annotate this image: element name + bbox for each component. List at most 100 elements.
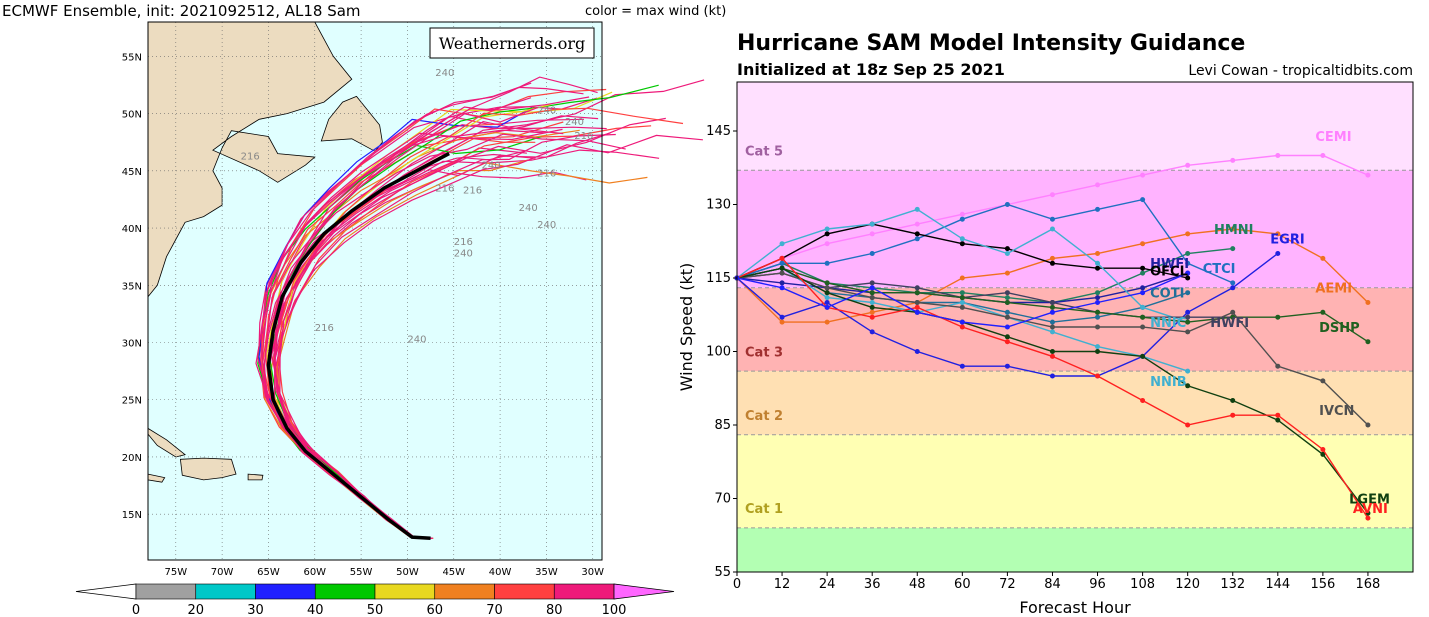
series-point <box>779 260 785 266</box>
series-point <box>914 285 920 291</box>
series-point <box>869 304 875 310</box>
x-tick-label: 12 <box>774 577 791 592</box>
series-point <box>1230 412 1236 418</box>
series-label: AEMI <box>1315 282 1352 297</box>
series-point <box>824 280 830 286</box>
chart-subtitle: Initialized at 18z Sep 25 2021 <box>737 60 1005 79</box>
series-point <box>1049 260 1055 266</box>
map-lat-label: 20N <box>122 453 142 464</box>
track-hour-label: 240 <box>537 220 556 231</box>
series-point <box>779 265 785 271</box>
series-point <box>1095 206 1101 212</box>
track-hour-label: 216 <box>454 237 473 248</box>
colorbar-label: 70 <box>486 603 503 617</box>
series-point <box>1230 157 1236 163</box>
x-tick-label: 24 <box>819 577 836 592</box>
colorbar-segment <box>195 583 256 600</box>
series-point <box>959 304 965 310</box>
colorbar-segment <box>553 583 615 600</box>
series-point <box>779 241 785 247</box>
colorbar-high-arrow <box>613 583 675 600</box>
category-band <box>737 82 1413 171</box>
y-tick-label: 115 <box>706 271 731 286</box>
model-series <box>734 153 1371 521</box>
series-label: IVCN <box>1319 404 1354 419</box>
x-tick-label: 36 <box>864 577 881 592</box>
series-point <box>1185 422 1191 428</box>
series-line <box>736 198 1233 284</box>
map-lat-label: 15N <box>122 510 142 521</box>
series-point <box>1095 373 1101 379</box>
category-label: Cat 5 <box>745 145 783 160</box>
series-point <box>1230 285 1236 291</box>
series-point <box>824 290 830 296</box>
series-point <box>1140 324 1146 330</box>
series-point <box>1275 363 1281 369</box>
y-axis-label: Wind Speed (kt) <box>677 263 696 392</box>
colorbar-label: 30 <box>247 603 264 617</box>
series-point <box>779 280 785 286</box>
track-hour-label: 240 <box>435 68 454 79</box>
map-subtitle: color = max wind (kt) <box>585 4 726 19</box>
series-point <box>824 300 830 305</box>
series-point <box>1185 309 1191 315</box>
series-point <box>1185 290 1191 296</box>
x-tick-label: 132 <box>1220 577 1245 592</box>
series-point <box>959 236 965 242</box>
x-tick-label: 96 <box>1089 577 1106 592</box>
category-label: Cat 1 <box>745 502 783 517</box>
map-lon-label: 40W <box>489 567 512 578</box>
x-axis-label: Forecast Hour <box>1019 598 1131 617</box>
series-point <box>1140 285 1146 291</box>
series-point <box>1140 353 1146 359</box>
series-label: LGEM <box>1349 492 1390 507</box>
y-tick-label: 70 <box>714 492 731 507</box>
series-point <box>914 290 920 296</box>
series-point <box>1095 260 1101 266</box>
category-label: Cat 2 <box>745 409 783 424</box>
series-label: DSHP <box>1319 321 1360 336</box>
map-lat-label: 55N <box>122 52 142 63</box>
series-point <box>1275 417 1281 423</box>
series-point <box>1140 304 1146 310</box>
map-lat-label: 50N <box>122 110 142 121</box>
colorbar-label: 40 <box>307 603 324 617</box>
series-point <box>869 295 875 301</box>
series-point <box>1185 383 1191 389</box>
track-hour-label: 240 <box>454 249 473 260</box>
series-label: CTCI <box>1203 262 1236 277</box>
track-hour-label: 216 <box>463 186 482 197</box>
map-lon-label: 55W <box>350 567 373 578</box>
series-point <box>824 304 830 310</box>
x-tick-label: 72 <box>999 577 1016 592</box>
x-tick-label: 108 <box>1130 577 1155 592</box>
series-point <box>1230 314 1236 320</box>
series-label: NNIB <box>1150 375 1187 390</box>
series-label: AVNI <box>1353 502 1388 517</box>
series-point <box>1049 349 1055 354</box>
ensemble-map-panel: ECMWF Ensemble, init: 2021092512, AL18 S… <box>2 2 726 617</box>
series-point <box>1140 398 1146 403</box>
series-label: HMNI <box>1214 223 1254 238</box>
series-label: COTI <box>1150 287 1184 302</box>
series-point <box>869 290 875 296</box>
series-point <box>1049 329 1055 335</box>
colorbar-label: 20 <box>187 603 204 617</box>
map-gridlines <box>148 22 602 560</box>
series-point <box>1004 202 1010 207</box>
series-point <box>959 216 965 222</box>
series-point <box>1185 368 1191 374</box>
series-point <box>1230 226 1236 232</box>
map-frame: 2402402402402162402162162162402162402402… <box>147 21 705 561</box>
map-axis-labels: 75W 70W 65W 60W 55W 50W 45W 40W 35W 30W 15N 20N 25N 3… <box>122 52 604 578</box>
series-point <box>1275 231 1281 237</box>
map-lat-label: 45N <box>122 167 142 178</box>
series-point <box>1185 251 1191 256</box>
series-point <box>914 304 920 310</box>
map-lon-label: 45W <box>442 567 465 578</box>
track-hour-label: 240 <box>482 161 501 172</box>
series-point <box>1365 339 1371 345</box>
series-point <box>869 280 875 286</box>
colorbar-segment <box>374 583 436 600</box>
